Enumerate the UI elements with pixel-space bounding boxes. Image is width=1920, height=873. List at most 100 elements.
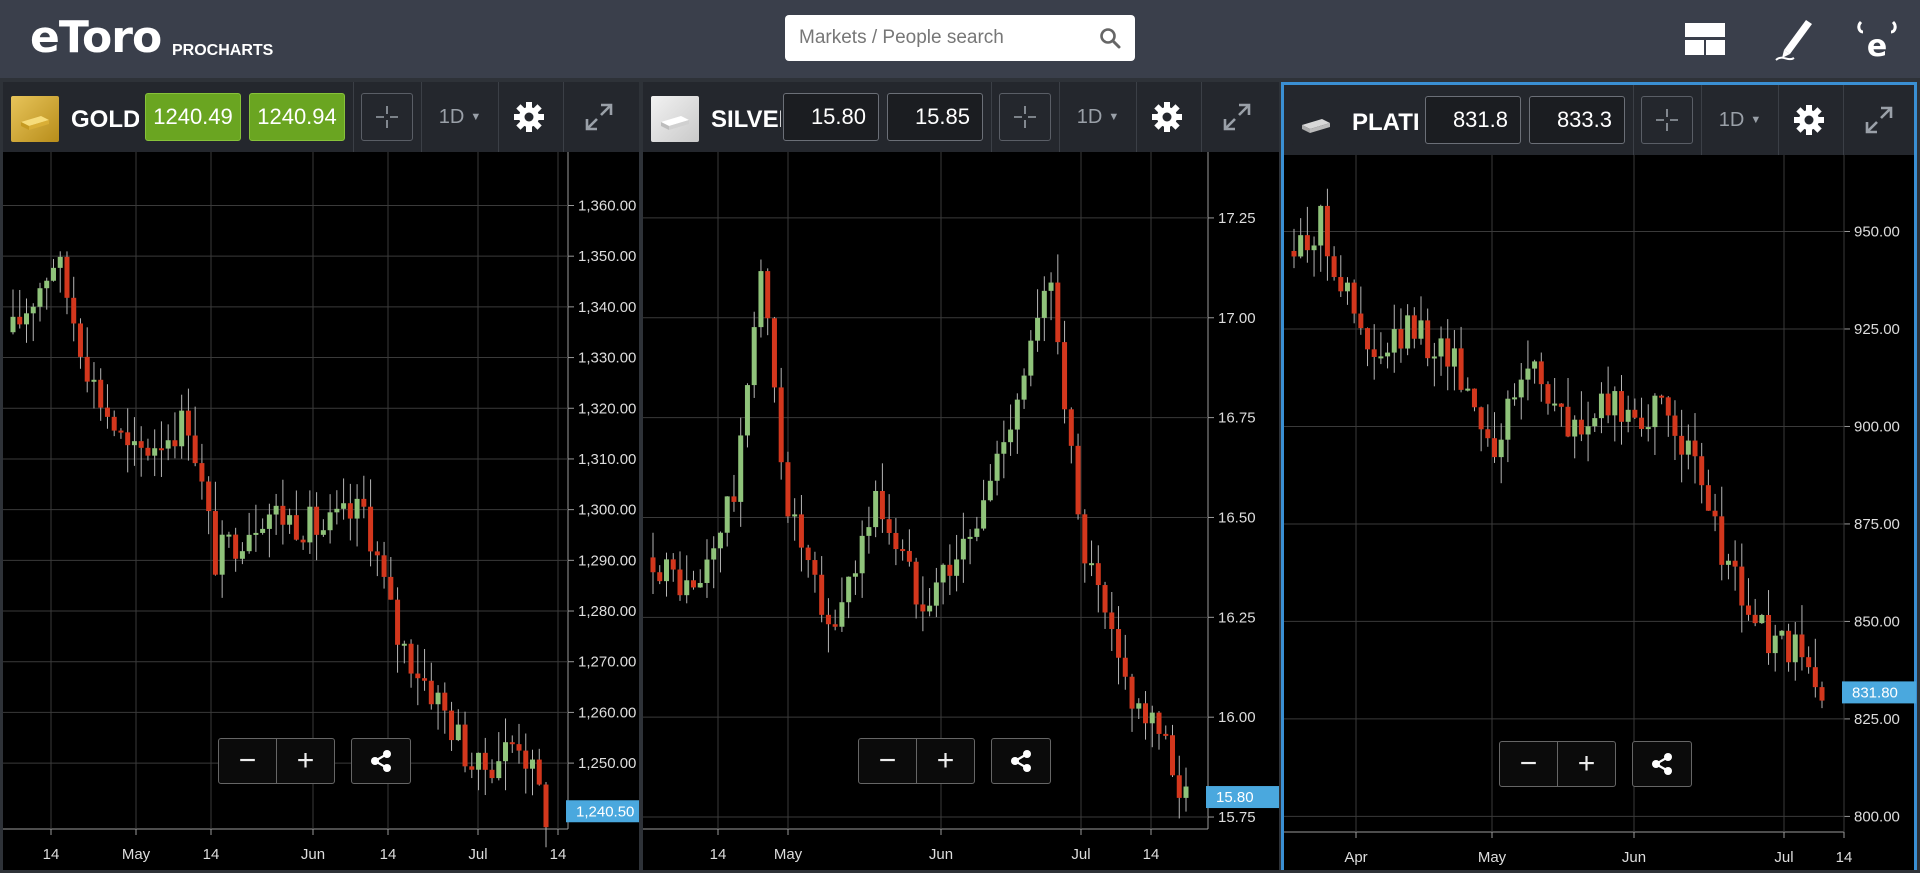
candle — [1431, 342, 1437, 387]
candle — [1385, 342, 1391, 369]
chevron-down-icon: ▼ — [1108, 111, 1120, 123]
candle — [152, 429, 158, 477]
candle — [1116, 606, 1122, 685]
buy-button[interactable]: 833.3 — [1529, 96, 1625, 144]
candle — [1792, 622, 1798, 681]
candle — [913, 557, 919, 619]
zoom-controls: − + — [218, 738, 335, 784]
candle — [428, 662, 434, 710]
sell-button[interactable]: 1240.49 — [145, 93, 241, 141]
price-chart[interactable]: 1,250.00 1,260.00 1,270.00 1,280.00 1,290.00… — [3, 152, 639, 870]
candle — [650, 532, 656, 594]
x-tick-label: May — [774, 846, 803, 863]
candle — [657, 565, 663, 585]
candle — [1304, 206, 1310, 263]
candle — [334, 490, 340, 525]
buy-button[interactable]: 15.85 — [887, 93, 983, 141]
timeframe-dropdown[interactable]: 1D ▼ — [428, 93, 492, 141]
expand-button[interactable] — [573, 93, 625, 141]
y-tick-label: 950.00 — [1854, 223, 1900, 240]
candle — [307, 490, 313, 554]
sell-button[interactable]: 831.8 — [1425, 96, 1521, 144]
candle — [1645, 404, 1651, 442]
y-tick-label: 1,350.00 — [578, 248, 636, 265]
candle — [1759, 613, 1765, 624]
search-input[interactable] — [799, 15, 1089, 61]
crosshair-button[interactable] — [361, 93, 413, 141]
candle — [84, 327, 90, 393]
y-tick-label: 16.75 — [1218, 410, 1256, 427]
etoro-e-icon[interactable]: e — [1852, 14, 1902, 64]
zoom-out-button[interactable]: − — [878, 744, 897, 777]
candle — [1331, 246, 1337, 281]
settings-button[interactable] — [503, 93, 555, 141]
share-button[interactable] — [1632, 741, 1692, 787]
candle — [172, 412, 178, 459]
y-tick-label: 16.25 — [1218, 609, 1256, 626]
candle — [206, 476, 212, 535]
x-tick-label: Jul — [1774, 849, 1793, 866]
candle — [1719, 486, 1725, 581]
candle — [233, 527, 239, 572]
candle — [489, 759, 495, 784]
sell-button[interactable]: 15.80 — [783, 93, 879, 141]
buy-button[interactable]: 1240.94 — [249, 93, 345, 141]
candle — [684, 555, 690, 604]
candle — [1672, 400, 1678, 461]
timeframe-dropdown[interactable]: 1D ▼ — [1066, 93, 1130, 141]
candle — [1405, 304, 1411, 356]
candle — [300, 535, 306, 550]
zoom-out-button[interactable]: − — [238, 744, 257, 777]
candle — [967, 529, 973, 565]
candle — [442, 682, 448, 734]
last-price-label: 1,240.50 — [576, 803, 634, 820]
timeframe-label: 1D — [1718, 108, 1745, 131]
candle — [1149, 705, 1155, 748]
zoom-in-button[interactable]: + — [276, 739, 334, 783]
candle — [771, 316, 777, 403]
asset-name[interactable]: GOLD — [71, 106, 139, 133]
last-price-tag: 1,240.50 — [566, 800, 639, 823]
candle — [1538, 352, 1544, 402]
search-icon[interactable] — [1099, 27, 1121, 49]
candle — [1398, 308, 1404, 363]
expand-button[interactable] — [1211, 93, 1263, 141]
candle — [509, 735, 515, 753]
layout-icon[interactable] — [1680, 14, 1730, 64]
candle — [785, 451, 791, 523]
candle — [341, 478, 347, 520]
candle — [1041, 276, 1047, 342]
expand-icon — [585, 103, 613, 131]
crosshair-button[interactable] — [1641, 96, 1693, 144]
candle — [812, 551, 818, 593]
candle — [852, 560, 858, 595]
candle — [1498, 423, 1504, 484]
zoom-out-button[interactable]: − — [1519, 747, 1538, 780]
x-tick-label: May — [122, 846, 151, 863]
expand-button[interactable] — [1853, 96, 1905, 144]
header-divider — [498, 82, 499, 152]
top-bar: eToro PROCHARTS e — [0, 0, 1920, 78]
crosshair-button[interactable] — [999, 93, 1051, 141]
asset-name[interactable]: SILVER — [711, 106, 781, 133]
share-button[interactable] — [351, 738, 411, 784]
y-tick-label: 1,320.00 — [578, 400, 636, 417]
asset-name[interactable]: PLATINUM — [1352, 109, 1418, 136]
settings-button[interactable] — [1783, 96, 1835, 144]
etoro-logo[interactable]: eToro PROCHARTS — [30, 10, 273, 70]
settings-button[interactable] — [1141, 93, 1193, 141]
candle — [981, 479, 987, 531]
candle — [677, 551, 683, 601]
pencil-icon[interactable] — [1770, 14, 1820, 64]
zoom-in-button[interactable]: + — [916, 739, 974, 783]
candle — [690, 570, 696, 590]
candle — [1558, 403, 1564, 427]
candle — [1136, 698, 1142, 720]
timeframe-dropdown[interactable]: 1D ▼ — [1708, 96, 1772, 144]
share-button[interactable] — [991, 738, 1051, 784]
zoom-in-button[interactable]: + — [1557, 742, 1615, 786]
candle — [1565, 377, 1571, 438]
price-chart[interactable]: 800.00 825.00 850.00 875.00 900.00 925.00 950.… — [1284, 155, 1916, 873]
price-chart[interactable]: 15.75 16.00 16.25 16.50 16.75 17.00 17.25 14 May… — [643, 152, 1279, 870]
